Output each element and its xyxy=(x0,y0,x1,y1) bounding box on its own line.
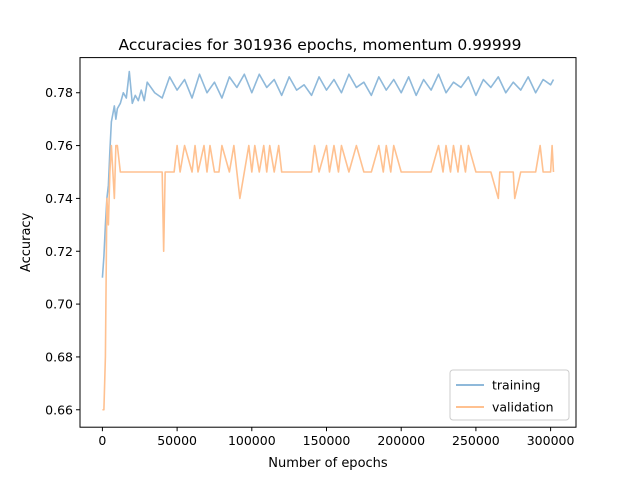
chart-title: Accuracies for 301936 epochs, momentum 0… xyxy=(119,36,522,54)
x-tick-label: 150000 xyxy=(303,433,351,448)
y-axis-label: Accuracy xyxy=(19,212,34,272)
plot-frame xyxy=(79,57,577,428)
y-tick-label: 0.68 xyxy=(45,349,73,364)
x-tick-label: 50000 xyxy=(157,433,197,448)
x-tick-label: 0 xyxy=(98,433,106,448)
series-line-validation xyxy=(102,144,555,411)
legend: training validation xyxy=(449,369,570,421)
legend-label-validation: validation xyxy=(492,400,554,415)
legend-label-training: training xyxy=(492,378,540,393)
x-tick-label: 250000 xyxy=(452,433,500,448)
y-tick-label: 0.72 xyxy=(45,244,73,259)
x-tick-label: 100000 xyxy=(228,433,276,448)
y-tick-label: 0.66 xyxy=(45,402,73,417)
x-tick-label: 300000 xyxy=(527,433,575,448)
y-tick-label: 0.70 xyxy=(45,297,73,312)
series-line-training xyxy=(101,70,555,278)
y-tick-label: 0.76 xyxy=(45,138,73,153)
x-tick-label: 200000 xyxy=(377,433,425,448)
y-tick-label: 0.74 xyxy=(45,191,73,206)
y-tick-label: 0.78 xyxy=(45,85,73,100)
x-axis-label: Number of epochs xyxy=(268,456,388,471)
axis-ticks: 0 50000 100000 150000 200000 250000 300000 0.66… xyxy=(45,85,574,448)
series-lines xyxy=(101,70,555,411)
